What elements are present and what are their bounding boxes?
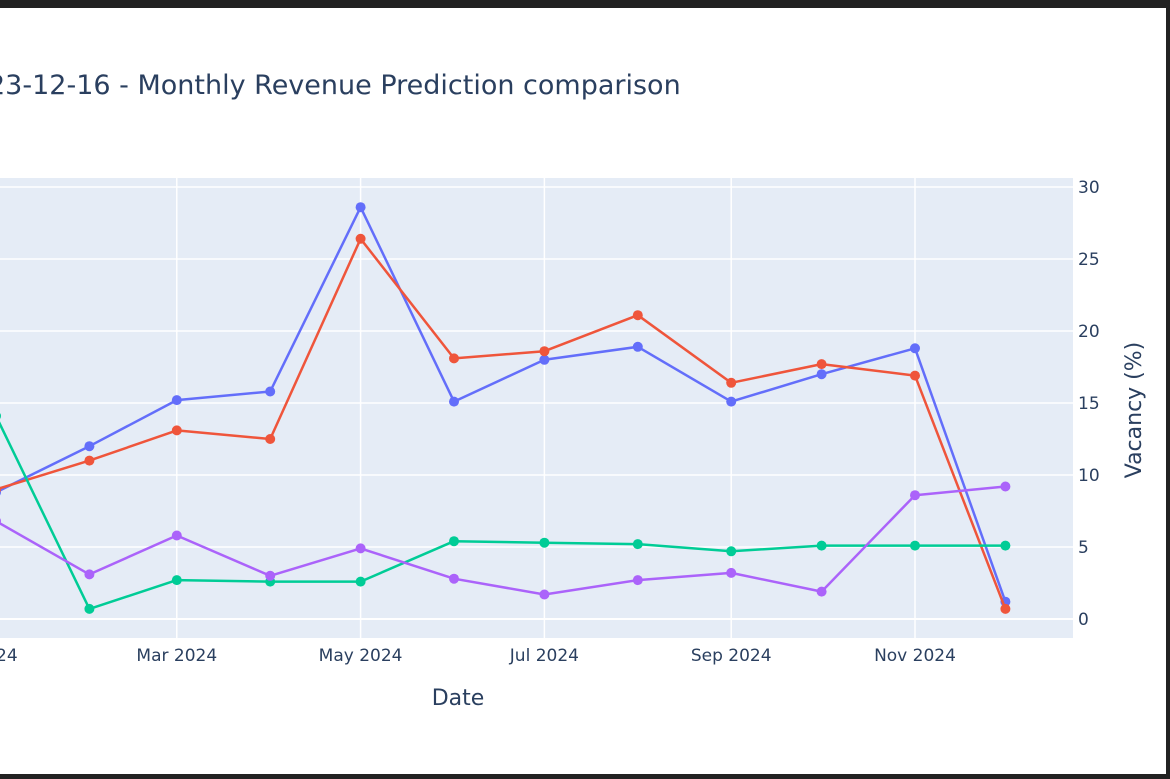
data-point[interactable]: [726, 396, 737, 407]
data-point[interactable]: [171, 530, 182, 541]
data-point[interactable]: [539, 354, 550, 365]
y-tick-label: 15: [1078, 394, 1100, 414]
data-point[interactable]: [171, 425, 182, 436]
data-point[interactable]: [355, 202, 366, 213]
series-line-4: [0, 485, 1006, 596]
data-point[interactable]: [0, 516, 1, 526]
data-point[interactable]: [171, 395, 182, 406]
data-point[interactable]: [0, 411, 1, 421]
series-line-1: [0, 205, 1007, 603]
series-layer: [0, 202, 1011, 614]
data-point[interactable]: [910, 370, 920, 381]
data-point[interactable]: [816, 369, 827, 380]
y-tick-label: 25: [1078, 250, 1100, 270]
data-point[interactable]: [816, 359, 827, 370]
data-point[interactable]: [1000, 540, 1011, 551]
data-point[interactable]: [539, 346, 550, 357]
y-axis-title: Vacancy (%): [1122, 342, 1147, 479]
y-tick-label: 5: [1078, 538, 1089, 558]
data-point[interactable]: [632, 539, 643, 550]
x-tick-label: Jul 2024: [509, 646, 579, 666]
data-point[interactable]: [1000, 603, 1011, 614]
data-point[interactable]: [910, 490, 920, 501]
data-point[interactable]: [632, 341, 643, 352]
data-point[interactable]: [265, 570, 276, 581]
window-right-border: [1166, 0, 1170, 779]
data-point[interactable]: [726, 377, 737, 388]
data-point[interactable]: [84, 455, 95, 466]
data-point[interactable]: [355, 543, 366, 554]
x-tick-label: May 2024: [319, 646, 403, 666]
data-point[interactable]: [449, 536, 459, 547]
x-axis-title: Date: [432, 686, 485, 711]
x-tick-label: Mar 2024: [136, 646, 217, 666]
series-line-3: [0, 421, 1006, 611]
x-tick-label: Sep 2024: [691, 646, 772, 666]
x-tick-label: 2024: [0, 646, 18, 666]
data-point[interactable]: [632, 310, 643, 321]
data-point[interactable]: [265, 434, 276, 444]
window-top-border: [0, 0, 1170, 8]
data-point[interactable]: [0, 484, 1, 494]
data-point[interactable]: [816, 540, 827, 551]
window-bottom-border: [0, 774, 1170, 779]
y-tick-label: 30: [1078, 178, 1100, 198]
data-point[interactable]: [816, 586, 827, 597]
y-tick-label: 10: [1078, 466, 1100, 486]
chart-title: 23-12-16 - Monthly Revenue Prediction co…: [0, 70, 681, 101]
data-point[interactable]: [355, 233, 366, 244]
y-tick-label: 20: [1078, 322, 1100, 342]
data-point[interactable]: [726, 546, 737, 557]
data-point[interactable]: [84, 441, 95, 452]
data-point[interactable]: [355, 576, 366, 587]
y-tick-label: 0: [1078, 610, 1089, 630]
x-tick-label: Nov 2024: [874, 646, 956, 666]
data-point[interactable]: [84, 603, 95, 614]
data-point[interactable]: [726, 567, 737, 578]
data-point[interactable]: [265, 386, 276, 397]
data-point[interactable]: [632, 575, 643, 586]
series-line-2: [0, 237, 1007, 610]
data-point[interactable]: [539, 537, 550, 548]
gridlines: [0, 178, 1073, 638]
data-point[interactable]: [910, 540, 920, 551]
x-axis-ticks: 2024 Mar 2024 May 2024 Jul 2024 Sep 2024 Nov …: [0, 646, 956, 666]
plot-area: [0, 178, 1073, 638]
data-point[interactable]: [539, 589, 550, 600]
data-point[interactable]: [910, 343, 920, 354]
data-point[interactable]: [449, 573, 459, 584]
data-point[interactable]: [84, 569, 95, 580]
data-point[interactable]: [449, 353, 459, 364]
data-point[interactable]: [1000, 481, 1011, 492]
data-point[interactable]: [171, 575, 182, 586]
y-axis-ticks: 0 5 10 15 20 25 30: [1078, 178, 1100, 630]
data-point[interactable]: [449, 396, 459, 407]
